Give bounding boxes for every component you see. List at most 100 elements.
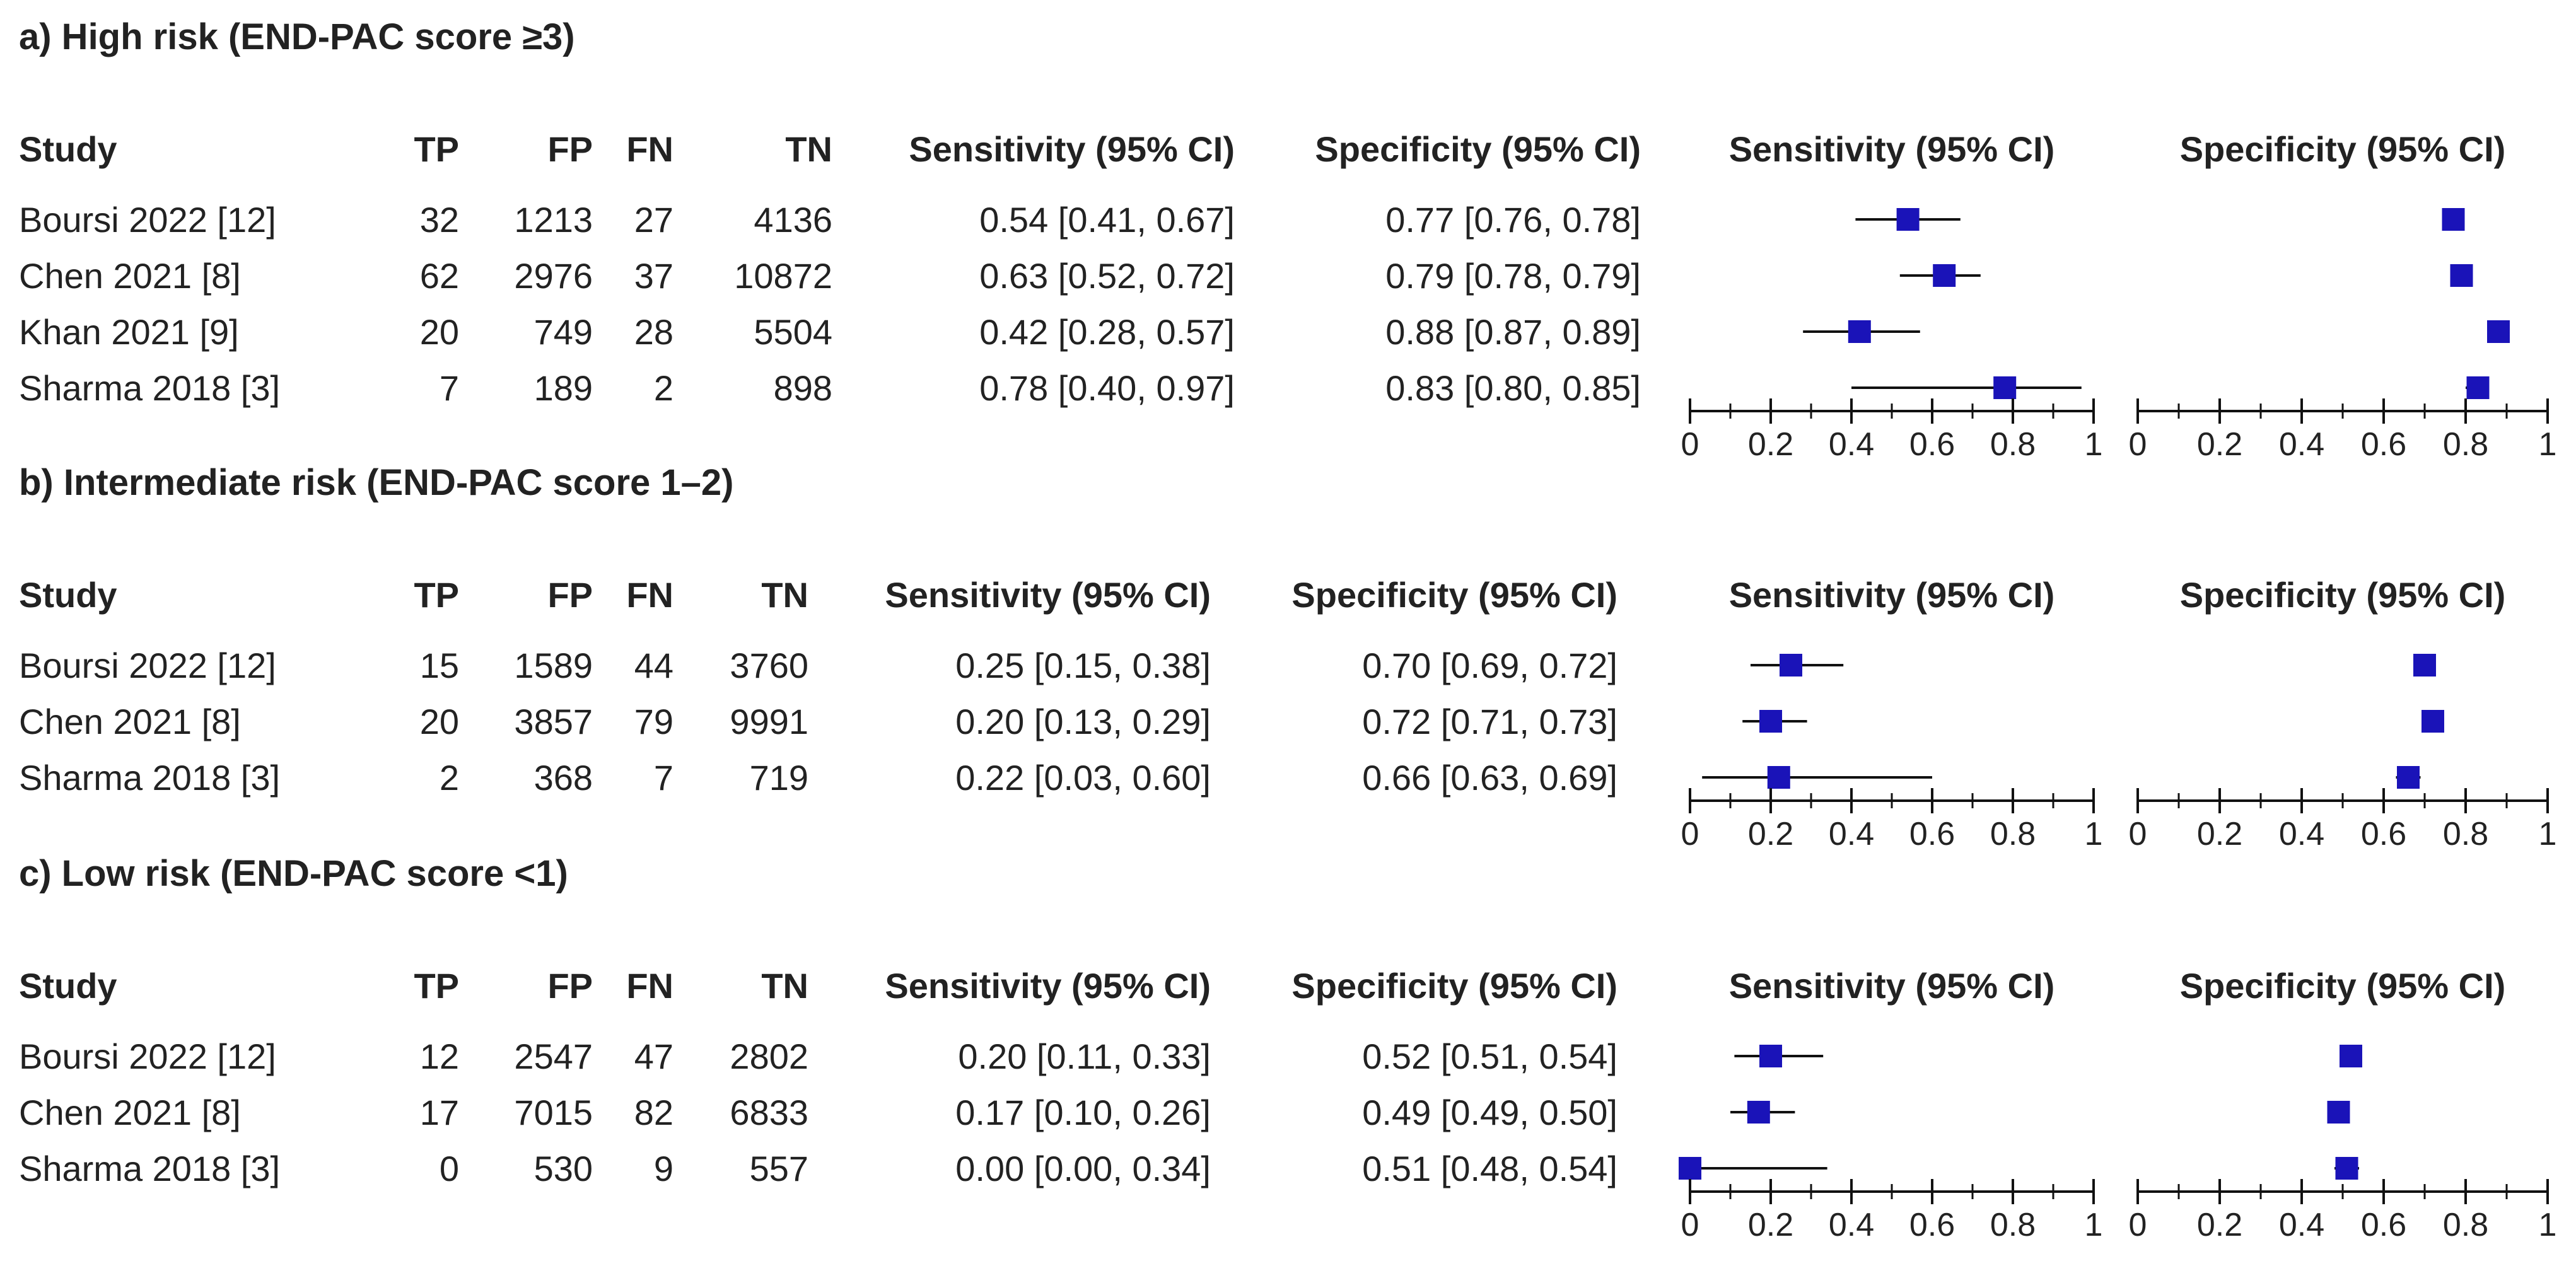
column-header-fn: FN bbox=[626, 966, 673, 1006]
fp-value: 2547 bbox=[514, 1037, 593, 1076]
table-row: Chen 2021 [8] 62 2976 37 10872 0.63 [0.52, 0.… bbox=[19, 256, 2473, 296]
sensitivity-ci-text: 0.20 [0.11, 0.33] bbox=[958, 1037, 1211, 1076]
study-name: Chen 2021 [8] bbox=[19, 702, 241, 741]
column-header-sensitivity: Sensitivity (95% CI) bbox=[885, 575, 1211, 615]
specificity-ci-text: 0.83 [0.80, 0.85] bbox=[1385, 368, 1641, 408]
column-header-specificity: Specificity (95% CI) bbox=[1291, 575, 1617, 615]
sensitivity-ci-text: 0.78 [0.40, 0.97] bbox=[979, 368, 1235, 408]
axis-tick-label: 0.8 bbox=[1990, 1207, 2036, 1243]
column-header-tn: TN bbox=[761, 966, 808, 1006]
specificity-axis: 0 0.2 0.4 0.6 0.8 1 bbox=[2129, 398, 2557, 463]
axis-tick-label: 1 bbox=[2539, 426, 2557, 463]
table-row: Sharma 2018 [3] 2 368 7 719 0.22 [0.03, 0.60]… bbox=[19, 758, 2421, 798]
sensitivity-ci-text: 0.20 [0.13, 0.29] bbox=[955, 702, 1211, 741]
sensitivity-ci-text: 0.54 [0.41, 0.67] bbox=[979, 200, 1235, 240]
column-header-tp: TP bbox=[414, 129, 459, 169]
specificity-axis: 0 0.2 0.4 0.6 0.8 1 bbox=[2129, 788, 2557, 852]
axis-tick-label: 0.6 bbox=[2361, 1207, 2406, 1243]
specificity-ci-text: 0.72 [0.71, 0.73] bbox=[1362, 702, 1617, 741]
axis-tick-label: 0.2 bbox=[2197, 1207, 2242, 1243]
panel-title: b) Intermediate risk (END-PAC score 1–2) bbox=[19, 462, 734, 503]
tn-value: 9991 bbox=[730, 702, 808, 741]
axis-tick-label: 0.6 bbox=[1909, 426, 1955, 463]
fn-value: 44 bbox=[634, 646, 673, 685]
fn-value: 27 bbox=[634, 200, 673, 240]
study-name: Boursi 2022 [12] bbox=[19, 1037, 276, 1076]
sensitivity-point-marker bbox=[1848, 320, 1871, 343]
study-name: Sharma 2018 [3] bbox=[19, 1149, 280, 1188]
study-name: Sharma 2018 [3] bbox=[19, 758, 280, 798]
tn-value: 719 bbox=[750, 758, 808, 798]
tp-value: 62 bbox=[420, 256, 459, 296]
panel-title: a) High risk (END-PAC score ≥3) bbox=[19, 16, 575, 57]
tp-value: 15 bbox=[420, 646, 459, 685]
tn-value: 5504 bbox=[754, 312, 832, 352]
axis-tick-label: 1 bbox=[2085, 426, 2103, 463]
sensitivity-point-marker bbox=[1933, 264, 1956, 287]
column-header-fp: FP bbox=[547, 575, 593, 615]
panel-1: b) Intermediate risk (END-PAC score 1–2)… bbox=[19, 462, 2556, 852]
axis-tick-label: 0.8 bbox=[2443, 1207, 2488, 1243]
sensitivity-point-marker bbox=[1747, 1101, 1770, 1124]
axis-tick-label: 0.2 bbox=[2197, 816, 2242, 852]
table-row: Khan 2021 [9] 20 749 28 5504 0.42 [0.28, 0.57… bbox=[19, 312, 2510, 352]
specificity-ci-text: 0.79 [0.78, 0.79] bbox=[1385, 256, 1641, 296]
plot-header-sensitivity: Sensitivity (95% CI) bbox=[1729, 575, 2055, 615]
axis-tick-label: 0.2 bbox=[1748, 816, 1793, 852]
tn-value: 898 bbox=[774, 368, 832, 408]
fp-value: 368 bbox=[534, 758, 593, 798]
fn-value: 47 bbox=[634, 1037, 673, 1076]
sensitivity-axis: 0 0.2 0.4 0.6 0.8 1 bbox=[1681, 1179, 2102, 1243]
column-header-tn: TN bbox=[785, 129, 832, 169]
table-row: Chen 2021 [8] 20 3857 79 9991 0.20 [0.13, 0.2… bbox=[19, 702, 2444, 741]
axis-tick-label: 1 bbox=[2539, 816, 2557, 852]
specificity-axis: 0 0.2 0.4 0.6 0.8 1 bbox=[2129, 1179, 2556, 1243]
axis-tick-label: 0.4 bbox=[2279, 816, 2324, 852]
specificity-point-marker bbox=[2422, 710, 2444, 733]
specificity-point-marker bbox=[2327, 1101, 2350, 1124]
sensitivity-point-marker bbox=[1767, 766, 1790, 789]
plot-header-specificity: Specificity (95% CI) bbox=[2180, 129, 2506, 169]
fp-value: 2976 bbox=[514, 256, 593, 296]
study-name: Boursi 2022 [12] bbox=[19, 646, 276, 685]
fn-value: 37 bbox=[634, 256, 673, 296]
axis-tick-label: 0.8 bbox=[2443, 426, 2488, 463]
specificity-ci-text: 0.49 [0.49, 0.50] bbox=[1362, 1093, 1617, 1132]
specificity-point-marker bbox=[2413, 654, 2436, 677]
tp-value: 0 bbox=[440, 1149, 459, 1188]
axis-tick-label: 0.2 bbox=[1748, 1207, 1793, 1243]
specificity-ci-text: 0.70 [0.69, 0.72] bbox=[1362, 646, 1617, 685]
plot-header-sensitivity: Sensitivity (95% CI) bbox=[1729, 129, 2055, 169]
plot-header-sensitivity: Sensitivity (95% CI) bbox=[1729, 966, 2055, 1006]
column-header-specificity: Specificity (95% CI) bbox=[1315, 129, 1641, 169]
specificity-point-marker bbox=[2335, 1157, 2358, 1180]
sensitivity-point-marker bbox=[1993, 376, 2017, 399]
fn-value: 2 bbox=[654, 368, 673, 408]
axis-tick-label: 0.6 bbox=[1909, 1207, 1955, 1243]
study-name: Chen 2021 [8] bbox=[19, 256, 241, 296]
specificity-ci-text: 0.77 [0.76, 0.78] bbox=[1385, 200, 1641, 240]
axis-tick-label: 0 bbox=[1681, 426, 1699, 463]
fp-value: 530 bbox=[534, 1149, 593, 1188]
plot-header-specificity: Specificity (95% CI) bbox=[2180, 575, 2506, 615]
sensitivity-point-marker bbox=[1780, 654, 1802, 677]
axis-tick-label: 1 bbox=[2085, 816, 2103, 852]
fn-value: 82 bbox=[634, 1093, 673, 1132]
specificity-point-marker bbox=[2397, 766, 2420, 789]
axis-tick-label: 0 bbox=[2129, 816, 2147, 852]
axis-tick-label: 0.4 bbox=[2279, 1207, 2324, 1243]
column-header-specificity: Specificity (95% CI) bbox=[1291, 966, 1617, 1006]
sensitivity-ci-text: 0.17 [0.10, 0.26] bbox=[955, 1093, 1211, 1132]
column-header-fn: FN bbox=[626, 129, 673, 169]
axis-tick-label: 0.4 bbox=[1829, 816, 1874, 852]
fp-value: 189 bbox=[534, 368, 593, 408]
column-header-study: Study bbox=[19, 575, 117, 615]
tn-value: 6833 bbox=[730, 1093, 808, 1132]
tn-value: 4136 bbox=[754, 200, 832, 240]
fn-value: 28 bbox=[634, 312, 673, 352]
study-name: Khan 2021 [9] bbox=[19, 312, 239, 352]
column-header-tn: TN bbox=[761, 575, 808, 615]
column-header-fp: FP bbox=[547, 129, 593, 169]
fn-value: 7 bbox=[654, 758, 673, 798]
tp-value: 32 bbox=[420, 200, 459, 240]
